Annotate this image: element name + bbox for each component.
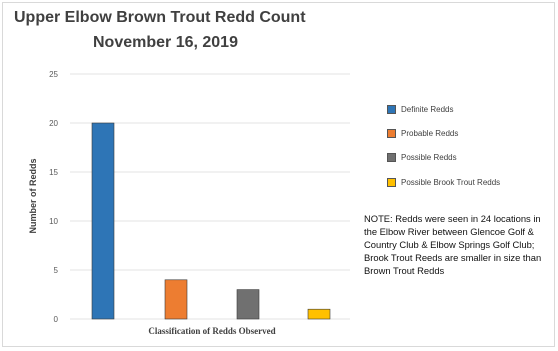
bars [91, 122, 331, 320]
y-tick-label: 20 [49, 119, 58, 128]
legend-swatch [387, 177, 396, 187]
legend-swatch [387, 152, 396, 162]
y-tick-label: 5 [54, 266, 59, 275]
legend-label: Definite Redds [401, 104, 454, 114]
y-tick-label: 0 [54, 315, 59, 324]
legend-item: Possible Redds [387, 150, 457, 164]
legend-swatch [387, 104, 396, 114]
chart-subtitle: November 16, 2019 [93, 34, 238, 51]
y-tick-label: 10 [49, 217, 58, 226]
legend-item: Probable Redds [387, 126, 458, 140]
bar-probable-redds [164, 279, 188, 320]
y-axis-label: Number of Redds [28, 158, 38, 233]
bar-definite-redds [91, 122, 115, 320]
x-axis-label: Classification of Redds Observed [148, 326, 275, 336]
legend-item: Definite Redds [387, 102, 453, 116]
chart-note: NOTE: Redds were seen in 24 locations in… [364, 213, 542, 276]
bar-possible-brook-trout-redds [307, 308, 331, 320]
y-tick-labels: 0 5 10 15 20 25 [49, 70, 58, 324]
gridlines [70, 73, 350, 320]
y-tick-label: 25 [49, 70, 58, 79]
legend-label: Possible Redds [401, 152, 457, 162]
legend-swatch [387, 128, 396, 138]
legend-label: Probable Redds [401, 128, 459, 138]
bar-possible-redds [236, 289, 260, 320]
legend-label: Possible Brook Trout Redds [401, 177, 501, 187]
y-tick-label: 15 [49, 168, 58, 177]
chart-title: Upper Elbow Brown Trout Redd Count [14, 9, 306, 26]
legend-item: Possible Brook Trout Redds [387, 175, 500, 189]
